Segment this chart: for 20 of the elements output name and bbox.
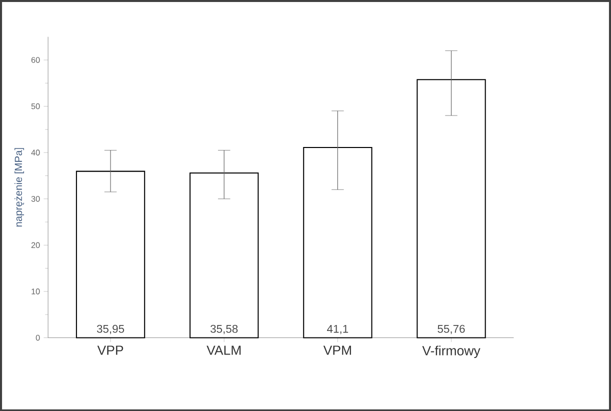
x-tick-label: VPP [97, 345, 124, 355]
y-tick-label: 0 [36, 334, 40, 340]
y-tick-label: 20 [31, 242, 40, 248]
y-tick-label: 10 [32, 288, 40, 294]
data-label: 55,76 [438, 324, 465, 334]
data-label: 41,1 [327, 324, 348, 334]
bar [190, 172, 259, 338]
bar [416, 78, 486, 338]
bar [76, 170, 146, 338]
data-label: 35,58 [210, 324, 238, 334]
y-tick-label: 60 [31, 56, 40, 63]
x-tick-label: VPM [323, 345, 351, 355]
data-label: 35,95 [96, 324, 124, 334]
bar [303, 146, 372, 338]
y-axis-title: naprężenie [MPa] [14, 148, 24, 226]
y-tick-label: 30 [31, 196, 40, 202]
y-tick-label: 50 [31, 103, 40, 109]
y-tick-label: 40 [31, 149, 40, 156]
x-tick-label: V-firmowy [422, 345, 480, 358]
x-tick-label: VALM [206, 345, 241, 355]
